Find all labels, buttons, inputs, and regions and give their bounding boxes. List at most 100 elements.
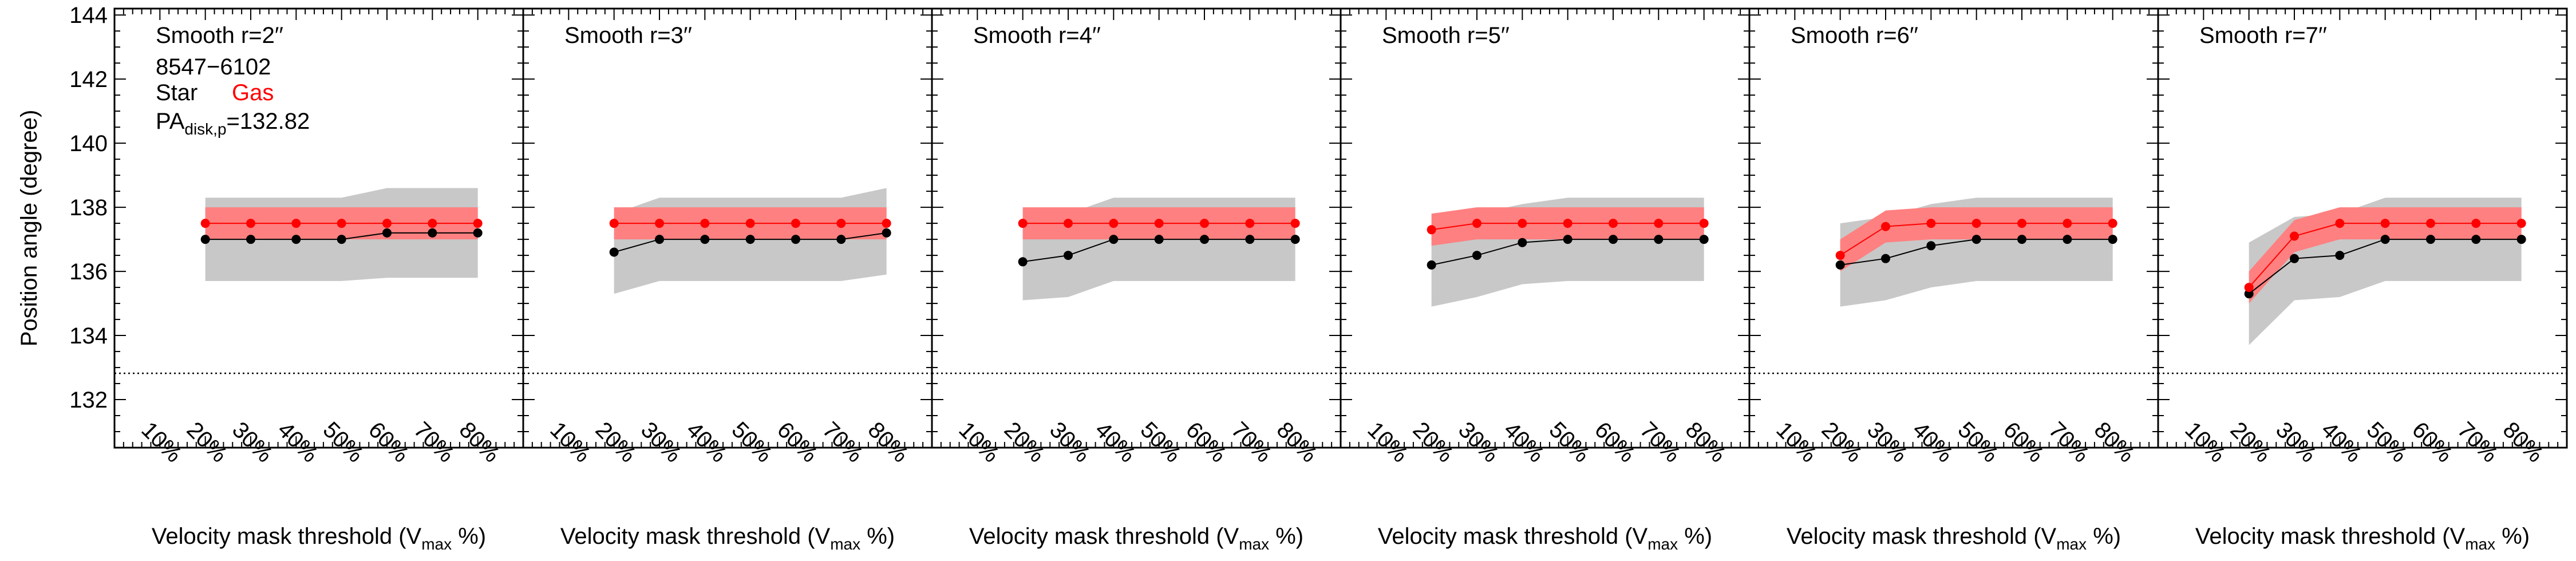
- x-axis-label-unit: %): [1678, 524, 1712, 549]
- gas-data-point: [1971, 219, 1981, 228]
- x-tick-label: 70%: [2044, 417, 2094, 468]
- x-tick-label: 40%: [681, 417, 732, 468]
- gas-data-point: [1699, 219, 1709, 228]
- x-axis-label-subscript: max: [2465, 535, 2495, 553]
- x-tick-label: 80%: [2089, 417, 2140, 468]
- gas-data-point: [428, 219, 437, 228]
- pa-label-text: PA: [156, 109, 185, 134]
- star-data-point: [1064, 251, 1073, 260]
- x-axis-label-unit: %): [860, 524, 895, 549]
- x-tick-label: 80%: [1681, 417, 1731, 468]
- x-axis-label-text: Velocity mask threshold (V: [2195, 524, 2466, 549]
- gas-data-point: [1518, 219, 1527, 228]
- y-tick-label: 140: [69, 131, 108, 156]
- star-data-point: [473, 228, 483, 238]
- gas-data-point: [1654, 219, 1664, 228]
- star-data-point: [1971, 235, 1981, 244]
- star-data-point: [200, 235, 210, 244]
- star-data-point: [2335, 251, 2345, 260]
- gas-data-point: [1835, 251, 1845, 260]
- x-axis-label: Velocity mask threshold (Vmax %): [152, 524, 486, 553]
- star-data-point: [2108, 235, 2117, 244]
- star-data-point: [2063, 235, 2072, 244]
- y-tick-label: 132: [69, 388, 108, 413]
- gas-data-point: [246, 219, 255, 228]
- x-axis-label-text: Velocity mask threshold (V: [1787, 524, 2057, 549]
- panel-3: 10%20%30%40%50%60%70%80% Velocity mask th…: [931, 7, 1342, 553]
- x-tick-label: 40%: [272, 417, 323, 468]
- gas-data-point: [2335, 219, 2345, 228]
- x-tick-label: 20%: [1817, 417, 1867, 468]
- x-tick-label: 70%: [1635, 417, 1685, 468]
- star-data-point: [2471, 235, 2481, 244]
- star-data-point: [428, 228, 437, 238]
- legend-star-label: Star: [156, 80, 197, 105]
- gas-data-point: [1245, 219, 1255, 228]
- gas-data-point: [2426, 219, 2435, 228]
- x-tick-label: 80%: [2498, 417, 2549, 468]
- x-axis-label-unit: %): [2087, 524, 2121, 549]
- gas-uncertainty-band: [2249, 207, 2522, 304]
- star-data-point: [1109, 235, 1119, 244]
- x-axis-label-text: Velocity mask threshold (V: [152, 524, 422, 549]
- x-tick-label: 10%: [1362, 417, 1413, 468]
- x-tick-label: 10%: [1771, 417, 1822, 468]
- y-axis-label: Position angle (degree): [17, 110, 42, 347]
- gas-data-point: [2244, 283, 2254, 293]
- gas-data-point: [836, 219, 846, 228]
- gas-data-point: [882, 219, 891, 228]
- x-tick-label: 30%: [2271, 417, 2321, 468]
- star-data-point: [2244, 289, 2254, 299]
- x-tick-label: 40%: [1907, 417, 1958, 468]
- x-tick-label: 30%: [1045, 417, 1095, 468]
- x-axis-label-text: Velocity mask threshold (V: [560, 524, 831, 549]
- gas-data-point: [473, 219, 483, 228]
- x-tick-label: 10%: [954, 417, 1004, 468]
- star-data-point: [700, 235, 710, 244]
- gas-data-point: [1018, 219, 1028, 228]
- gas-data-point: [609, 219, 619, 228]
- gas-data-point: [200, 219, 210, 228]
- panel-title: Smooth r=4′′: [973, 23, 1101, 48]
- star-data-point: [1518, 238, 1527, 247]
- star-data-point: [1926, 241, 1936, 251]
- gas-data-point: [2017, 219, 2026, 228]
- x-tick-label: 20%: [1408, 417, 1459, 468]
- panel-4: 10%20%30%40%50%60%70%80% Velocity mask th…: [1340, 7, 1751, 553]
- gas-data-point: [1200, 219, 1209, 228]
- panel-title: Smooth r=3′′: [564, 23, 692, 48]
- x-tick-label: 80%: [1272, 417, 1322, 468]
- x-axis-label: Velocity mask threshold (Vmax %): [1378, 524, 1712, 553]
- gas-data-point: [1926, 219, 1936, 228]
- star-data-point: [246, 235, 255, 244]
- x-tick-label: 20%: [182, 417, 232, 468]
- x-tick-label: 60%: [1998, 417, 2049, 468]
- panel-2: 10%20%30%40%50%60%70%80% Velocity mask th…: [522, 7, 933, 553]
- star-data-point: [1881, 254, 1890, 263]
- x-tick-label: 50%: [1136, 417, 1186, 468]
- x-axis-label-subscript: max: [2056, 535, 2087, 553]
- x-axis-label: Velocity mask threshold (Vmax %): [560, 524, 895, 553]
- x-tick-label: 60%: [1590, 417, 1640, 468]
- gas-data-point: [1290, 219, 1300, 228]
- gas-data-point: [1427, 225, 1436, 235]
- gas-data-point: [791, 219, 800, 228]
- x-tick-label: 50%: [1544, 417, 1595, 468]
- x-axis-label: Velocity mask threshold (Vmax %): [2195, 524, 2530, 553]
- star-data-point: [1835, 260, 1845, 270]
- gas-data-point: [382, 219, 392, 228]
- x-tick-label: 60%: [364, 417, 414, 468]
- star-data-point: [1654, 235, 1664, 244]
- x-tick-label: 20%: [999, 417, 1050, 468]
- x-tick-label: 40%: [1499, 417, 1549, 468]
- x-axis-label-subscript: max: [830, 535, 860, 553]
- gas-data-point: [2290, 231, 2299, 241]
- panel-title: Smooth r=2′′: [156, 23, 283, 48]
- x-tick-label: 40%: [2316, 417, 2366, 468]
- x-tick-label: 30%: [636, 417, 686, 468]
- gas-data-point: [2063, 219, 2072, 228]
- x-tick-label: 20%: [591, 417, 641, 468]
- gas-data-point: [745, 219, 755, 228]
- star-data-point: [1472, 251, 1481, 260]
